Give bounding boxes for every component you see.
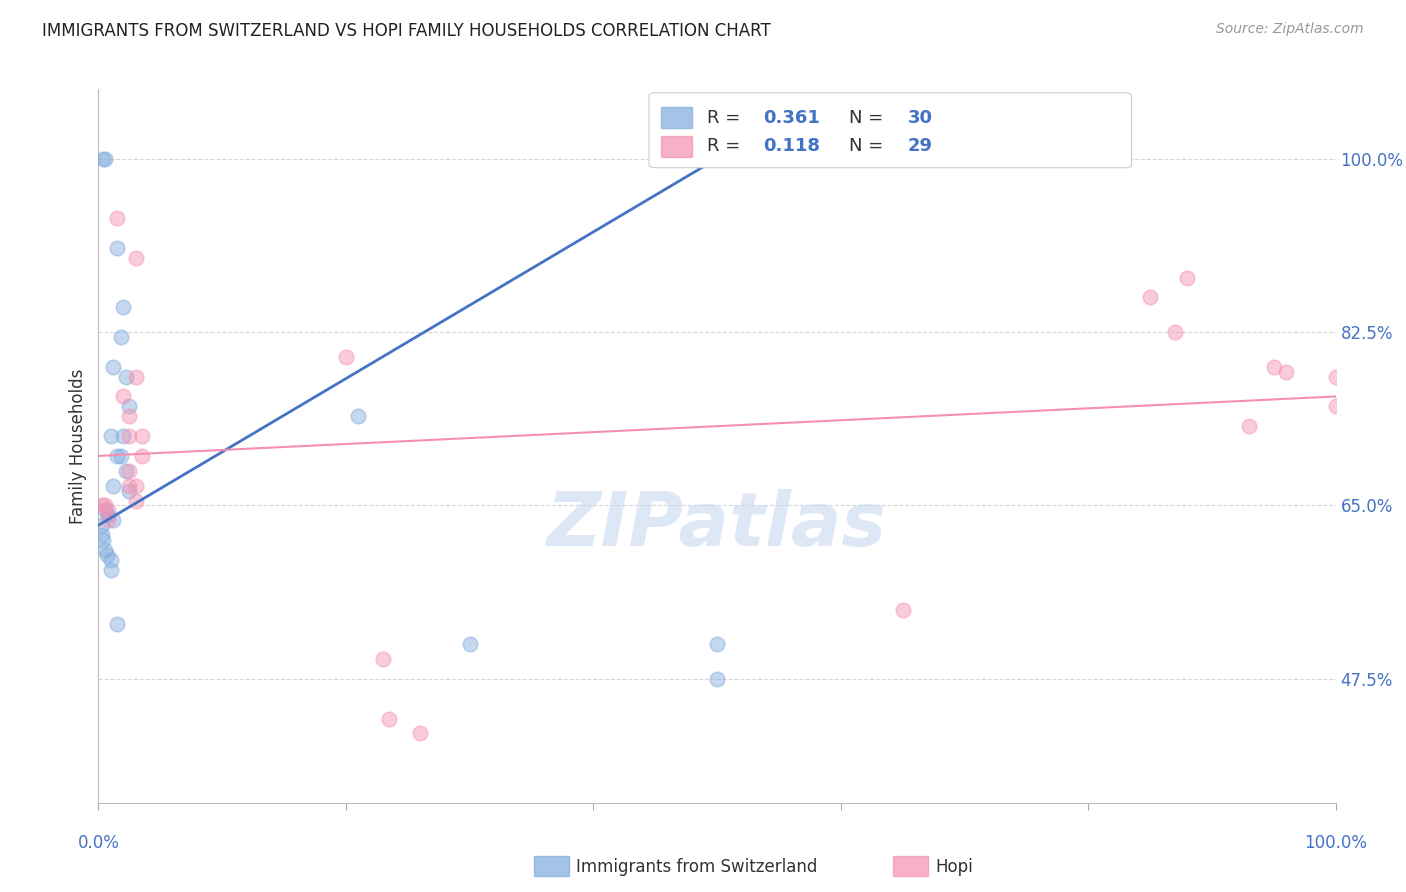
Point bbox=[347, 409, 370, 424]
Point bbox=[1237, 419, 1260, 434]
Point bbox=[103, 359, 125, 374]
Point bbox=[409, 726, 432, 740]
Point bbox=[96, 548, 118, 562]
Point bbox=[103, 478, 125, 492]
Point bbox=[110, 330, 132, 344]
Point bbox=[118, 478, 141, 492]
Point bbox=[93, 499, 115, 513]
Point bbox=[1275, 365, 1298, 379]
Point bbox=[371, 652, 394, 666]
Point bbox=[131, 449, 153, 463]
Text: R =: R = bbox=[707, 137, 747, 155]
Point bbox=[93, 503, 115, 517]
Text: N =: N = bbox=[849, 137, 890, 155]
Point bbox=[706, 672, 728, 686]
Point bbox=[112, 429, 135, 443]
Point bbox=[1164, 325, 1187, 339]
Point bbox=[112, 300, 135, 314]
Point bbox=[91, 518, 114, 533]
Point bbox=[124, 251, 146, 265]
Point bbox=[93, 543, 115, 558]
Point bbox=[124, 493, 146, 508]
Point bbox=[1175, 270, 1198, 285]
Point bbox=[124, 478, 146, 492]
Point bbox=[118, 409, 141, 424]
Point bbox=[114, 464, 136, 478]
Point bbox=[112, 389, 135, 403]
Text: 100.0%: 100.0% bbox=[1305, 834, 1367, 852]
Point bbox=[1263, 359, 1285, 374]
Point bbox=[105, 617, 128, 632]
Point bbox=[114, 369, 136, 384]
Point bbox=[891, 602, 914, 616]
Point bbox=[93, 533, 115, 548]
Text: 0.361: 0.361 bbox=[763, 109, 820, 127]
Text: R =: R = bbox=[707, 109, 747, 127]
Point bbox=[1139, 290, 1161, 304]
Point bbox=[1324, 369, 1347, 384]
FancyBboxPatch shape bbox=[661, 107, 692, 128]
Point bbox=[100, 563, 122, 577]
Point bbox=[105, 241, 128, 255]
Text: Hopi: Hopi bbox=[935, 858, 973, 876]
FancyBboxPatch shape bbox=[661, 136, 692, 157]
Text: IMMIGRANTS FROM SWITZERLAND VS HOPI FAMILY HOUSEHOLDS CORRELATION CHART: IMMIGRANTS FROM SWITZERLAND VS HOPI FAMI… bbox=[42, 22, 770, 40]
Text: 0.118: 0.118 bbox=[763, 137, 820, 155]
Point bbox=[97, 513, 120, 527]
Point bbox=[118, 483, 141, 498]
Point bbox=[103, 513, 125, 527]
Point bbox=[118, 400, 141, 414]
Text: Source: ZipAtlas.com: Source: ZipAtlas.com bbox=[1216, 22, 1364, 37]
Text: 0.0%: 0.0% bbox=[77, 834, 120, 852]
Point bbox=[105, 449, 128, 463]
Text: Immigrants from Switzerland: Immigrants from Switzerland bbox=[576, 858, 818, 876]
Point bbox=[118, 429, 141, 443]
Point bbox=[91, 528, 114, 542]
Point bbox=[93, 152, 115, 166]
Point bbox=[1324, 400, 1347, 414]
Text: 30: 30 bbox=[908, 109, 932, 127]
Point bbox=[118, 464, 141, 478]
Point bbox=[458, 637, 481, 651]
Point bbox=[378, 712, 401, 726]
Point bbox=[97, 503, 120, 517]
FancyBboxPatch shape bbox=[650, 93, 1132, 168]
Point bbox=[131, 429, 153, 443]
Text: 29: 29 bbox=[908, 137, 932, 155]
Point bbox=[97, 508, 120, 523]
Point bbox=[706, 637, 728, 651]
Point bbox=[124, 369, 146, 384]
Point bbox=[335, 350, 357, 364]
Point bbox=[100, 553, 122, 567]
Point bbox=[100, 429, 122, 443]
Text: ZIPatlas: ZIPatlas bbox=[547, 489, 887, 562]
Y-axis label: Family Households: Family Households bbox=[69, 368, 87, 524]
Point bbox=[91, 499, 114, 513]
Text: N =: N = bbox=[849, 109, 890, 127]
Point bbox=[105, 211, 128, 225]
Point bbox=[110, 449, 132, 463]
Point bbox=[93, 152, 115, 166]
